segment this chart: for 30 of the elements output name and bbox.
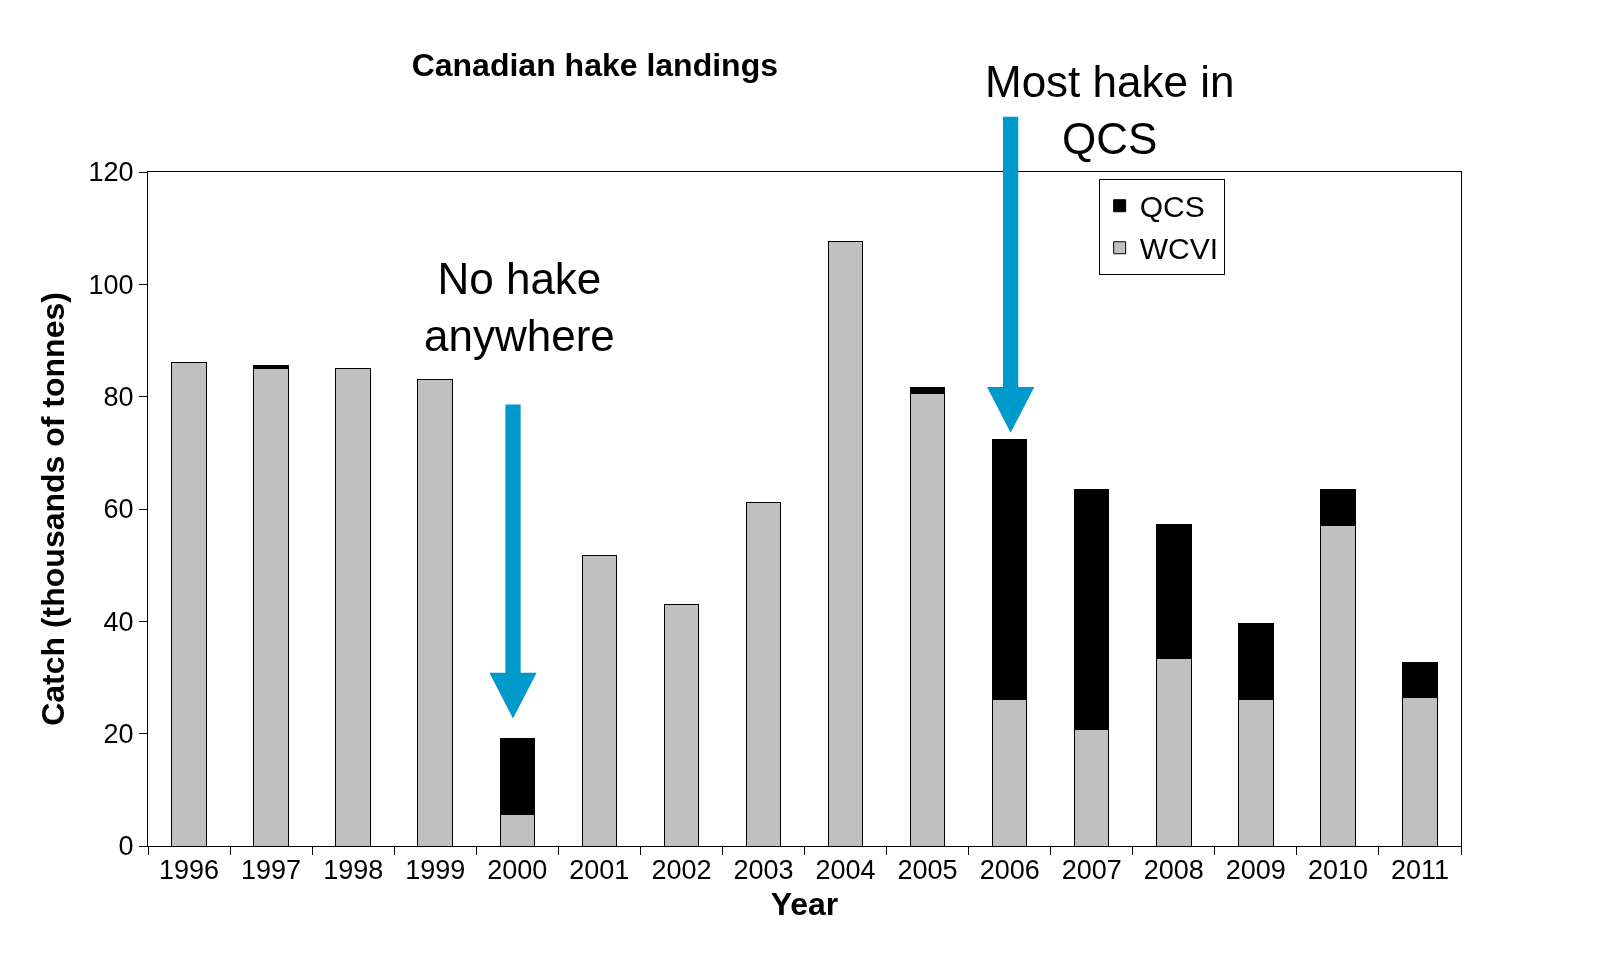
x-tick-label: 2010 bbox=[1307, 855, 1368, 886]
x-tick-label: 2009 bbox=[1225, 855, 1286, 886]
y-tick-label: 100 bbox=[88, 269, 134, 300]
x-tick-label: 2003 bbox=[733, 855, 794, 886]
y-tick-label: 20 bbox=[103, 719, 134, 750]
x-tick-label: 2006 bbox=[979, 855, 1040, 886]
legend-label: QCS bbox=[1139, 190, 1205, 224]
annotation: No hake anywhere bbox=[424, 254, 615, 361]
chart-title: Canadian hake landings bbox=[411, 47, 778, 84]
x-tick-label: 2004 bbox=[815, 855, 876, 886]
legend-label: WCVI bbox=[1139, 232, 1218, 266]
y-tick-label: 120 bbox=[88, 157, 134, 188]
x-tick-label: 1996 bbox=[158, 855, 220, 886]
y-tick-label: 60 bbox=[103, 494, 134, 525]
x-tick-label: 2001 bbox=[569, 855, 630, 886]
x-tick-label: 2002 bbox=[651, 855, 712, 886]
x-tick-label: 2000 bbox=[487, 855, 548, 886]
y-tick-label: 80 bbox=[103, 382, 134, 413]
x-tick-label: 1999 bbox=[405, 855, 466, 886]
text: Most hake in QCS bbox=[985, 57, 1235, 164]
x-tick-label: 2005 bbox=[897, 855, 958, 886]
x-axis-title: Year bbox=[770, 886, 839, 923]
y-tick-label: 40 bbox=[103, 606, 134, 637]
x-tick-label: 1998 bbox=[323, 855, 384, 886]
x-tick-label: 2011 bbox=[1390, 855, 1449, 886]
x-tick-label: 2008 bbox=[1143, 855, 1204, 886]
x-tick-label: 2007 bbox=[1061, 855, 1122, 886]
y-axis-title: Catch (thousands of tonnes) bbox=[34, 292, 71, 726]
y-tick-label: 0 bbox=[118, 831, 134, 862]
x-tick-label: 1997 bbox=[241, 855, 302, 886]
